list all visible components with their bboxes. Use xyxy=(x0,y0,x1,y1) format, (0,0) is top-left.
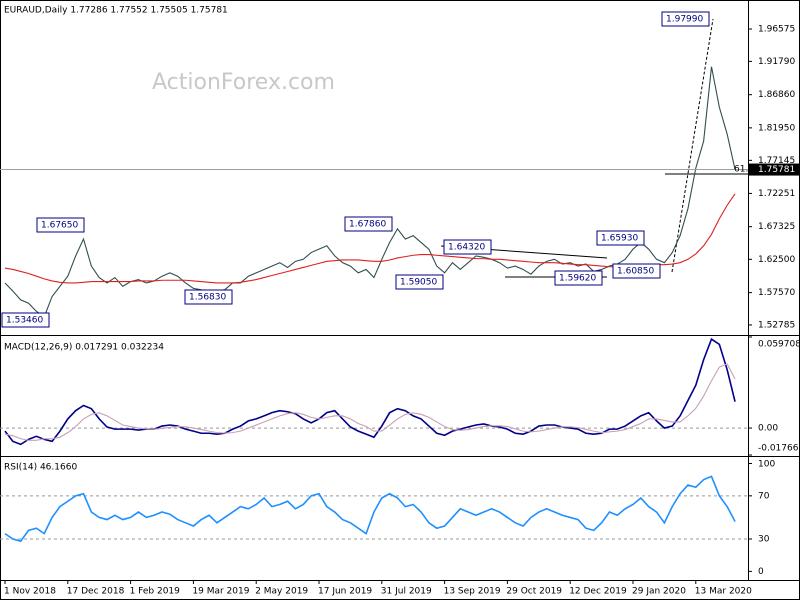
x-tick-label: 12 Dec 2019 xyxy=(569,587,627,597)
price-annotation-box xyxy=(395,274,444,290)
y-tick-label: 1.52785 xyxy=(758,320,795,330)
price-annotation-box xyxy=(184,289,233,305)
y-tick-label: 1.57570 xyxy=(758,288,795,298)
current-price-box xyxy=(749,163,799,176)
x-tick-label: 2 May 2019 xyxy=(255,587,308,597)
y-tick-label: 70 xyxy=(758,491,770,501)
x-tick-label: 29 Oct 2019 xyxy=(506,587,562,597)
price-annotation: 1.59050 xyxy=(400,278,437,288)
fib-projection xyxy=(671,18,714,273)
price-annotation: 1.67650 xyxy=(41,221,78,231)
y-tick-label: 1.86860 xyxy=(758,90,795,100)
price-annotation: 1.97990 xyxy=(666,15,703,25)
price-annotation: 1.56830 xyxy=(189,293,226,303)
current-price-label: 1.75781 xyxy=(758,165,795,175)
price-annotation-box xyxy=(554,270,603,286)
x-tick-label: 29 Jan 2020 xyxy=(632,587,686,597)
panel-title: EURAUD,Daily 1.77286 1.77552 1.75505 1.7… xyxy=(4,6,228,16)
x-tick-label: 13 Mar 2020 xyxy=(695,587,752,597)
price-annotation-box xyxy=(596,230,645,246)
y-tick-label: 1.91790 xyxy=(758,57,795,67)
watermark: ActionForex.com xyxy=(152,70,335,95)
y-tick-label: -0.017661 xyxy=(758,444,800,454)
y-tick-label: 1.67325 xyxy=(758,222,795,232)
series-line xyxy=(4,337,736,446)
x-tick-label: 31 Jul 2019 xyxy=(381,587,432,597)
y-tick-label: 30 xyxy=(758,535,770,545)
price-annotation-box xyxy=(612,263,661,279)
x-tick-label: 1 Feb 2019 xyxy=(130,587,181,597)
price-annotation-box xyxy=(1,312,50,328)
y-tick-label: 0 xyxy=(758,567,764,577)
panel-title: MACD(12,26,9) 0.017291 0.032234 xyxy=(4,343,164,353)
y-tick-label: 0.00 xyxy=(758,424,778,434)
fib-label: 61.8 xyxy=(734,165,754,175)
x-tick-label: 17 Dec 2018 xyxy=(67,587,125,597)
price-annotation: 1.64320 xyxy=(448,243,485,253)
y-tick-label: 1.72251 xyxy=(758,189,795,199)
y-tick-label: 1.77145 xyxy=(758,156,795,166)
y-tick-label: 1.96575 xyxy=(758,25,795,35)
y-tick-label: 1.62500 xyxy=(758,255,795,265)
y-tick-label: 1.81950 xyxy=(758,123,795,133)
x-tick-label: 17 Jun 2019 xyxy=(318,587,372,597)
panel-title: RSI(14) 46.1660 xyxy=(4,463,77,473)
price-annotation-box xyxy=(443,239,492,255)
price-annotation: 1.60850 xyxy=(617,267,654,277)
x-tick-label: 1 Nov 2018 xyxy=(4,587,56,597)
price-annotation-box xyxy=(661,11,710,27)
price-annotation-box xyxy=(36,217,85,233)
series-line xyxy=(4,475,736,543)
price-annotation: 1.53460 xyxy=(6,316,43,326)
x-tick-label: 19 Mar 2019 xyxy=(192,587,249,597)
y-tick-label: 100 xyxy=(758,460,775,470)
y-tick-label: 0.059708 xyxy=(758,340,800,350)
price-annotation: 1.67860 xyxy=(349,220,386,230)
price-annotation: 1.59620 xyxy=(559,274,596,284)
series-line xyxy=(4,363,736,441)
price-annotation-box xyxy=(344,216,393,232)
x-tick-label: 13 Sep 2019 xyxy=(444,587,501,597)
price-annotation: 1.65930 xyxy=(601,234,638,244)
